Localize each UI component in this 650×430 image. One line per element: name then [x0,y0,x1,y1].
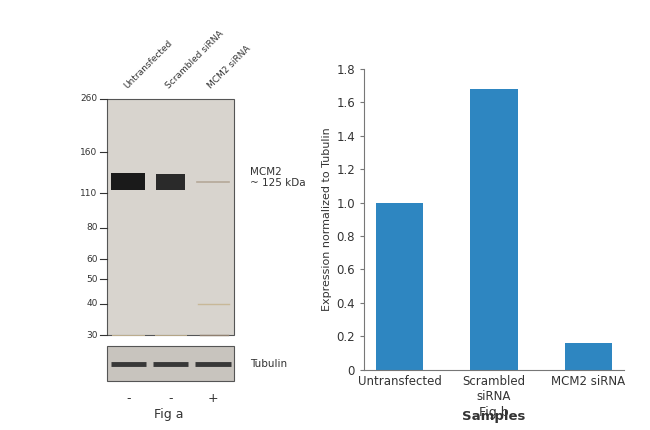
Text: +: + [207,392,218,405]
Text: Untransfected: Untransfected [122,38,174,90]
Text: 110: 110 [80,189,98,198]
Bar [156,174,185,190]
Text: Scrambled siRNA: Scrambled siRNA [164,29,226,90]
Text: 30: 30 [86,331,97,340]
Text: Fig a: Fig a [154,408,184,421]
Bar [107,346,234,381]
Text: -: - [168,392,173,405]
Text: -: - [126,392,131,405]
Text: 160: 160 [80,147,98,157]
Text: 50: 50 [86,275,97,284]
Text: 80: 80 [86,224,97,233]
Text: Tubulin: Tubulin [250,359,287,369]
Y-axis label: Expression normalized to Tubulin: Expression normalized to Tubulin [322,127,332,311]
Bar [376,203,423,370]
X-axis label: Samples: Samples [462,410,526,423]
Bar [107,99,234,335]
Text: 40: 40 [86,299,98,308]
Bar [565,343,612,370]
Bar [471,89,517,370]
Text: 60: 60 [86,255,97,264]
Text: MCM2
~ 125 kDa: MCM2 ~ 125 kDa [250,167,306,188]
Text: 260: 260 [81,95,98,103]
Text: Fig b: Fig b [479,406,509,419]
Bar [112,173,146,190]
Text: MCM2 siRNA: MCM2 siRNA [207,44,253,90]
